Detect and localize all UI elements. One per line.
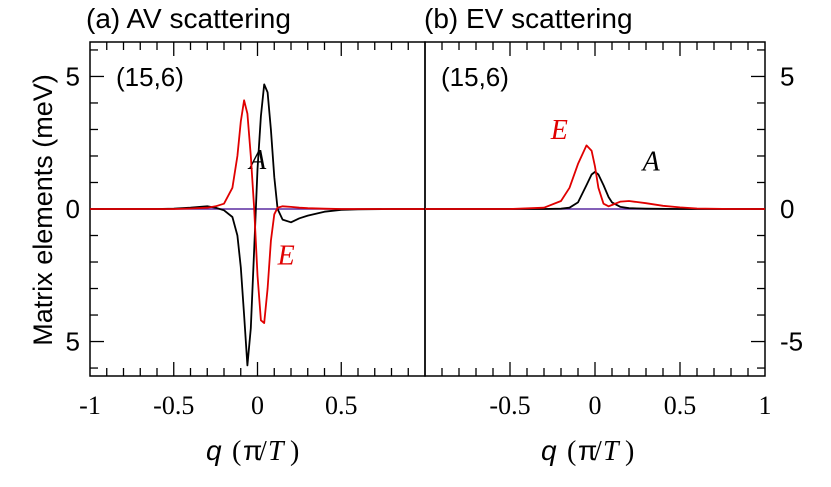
x-tick-label: 0.5 xyxy=(664,391,697,420)
x-tick-label: 0 xyxy=(589,391,602,420)
x-axis-label-b-slash: / xyxy=(594,436,602,467)
series-A-label: A xyxy=(641,147,661,178)
panel-a-title: (a) AV scattering xyxy=(86,3,291,34)
x-axis-label-a: q ( π / T ) xyxy=(206,435,299,467)
series-E-label: E xyxy=(277,241,295,272)
y-tick-label: -5 xyxy=(780,327,803,357)
x-axis-label-b-var: q xyxy=(541,435,557,466)
x-axis-label-a-pi: π xyxy=(243,435,262,466)
y-tick-label: 5 xyxy=(66,327,80,357)
x-axis-label-a-var: q xyxy=(206,435,222,466)
x-axis-label-b: q ( π / T ) xyxy=(541,435,634,467)
x-axis-label-b-open: ( xyxy=(567,436,576,467)
series-A-line xyxy=(425,170,765,210)
series-A-line xyxy=(90,83,425,367)
series-E-label: E xyxy=(550,115,568,146)
panel-b-title: (b) EV scattering xyxy=(424,3,633,34)
x-axis-label-b-T: T xyxy=(603,436,621,467)
x-tick-label: -0.5 xyxy=(489,391,530,420)
x-axis-label-a-slash: / xyxy=(259,436,267,467)
y-tick-label: 5 xyxy=(66,61,80,91)
x-axis-label-a-open: ( xyxy=(232,436,241,467)
panel-a-annotation: (15,6) xyxy=(116,62,184,92)
x-tick-label: 0.5 xyxy=(325,391,358,420)
x-axis-label-a-close: ) xyxy=(290,436,299,467)
x-tick-label: -0.5 xyxy=(153,391,194,420)
panel-b-plot: -0.5 0 0.5 1 5 0 -5 A E xyxy=(424,41,803,420)
y-tick-label: 0 xyxy=(780,194,794,224)
y-axis-label: Matrix elements (meV) xyxy=(28,74,58,346)
x-tick-label: -1 xyxy=(79,391,101,420)
series-E-line xyxy=(425,144,765,210)
x-tick-label: 0 xyxy=(251,391,264,420)
x-axis-label-a-T: T xyxy=(268,436,286,467)
x-axis-label-b-close: ) xyxy=(625,436,634,467)
y-tick-label: 5 xyxy=(780,61,794,91)
series-E-line xyxy=(90,99,425,324)
x-axis-label-b-pi: π xyxy=(578,435,597,466)
x-tick-label: 1 xyxy=(759,391,772,420)
panel-b-annotation: (15,6) xyxy=(441,62,509,92)
y-tick-label: 0 xyxy=(66,194,80,224)
